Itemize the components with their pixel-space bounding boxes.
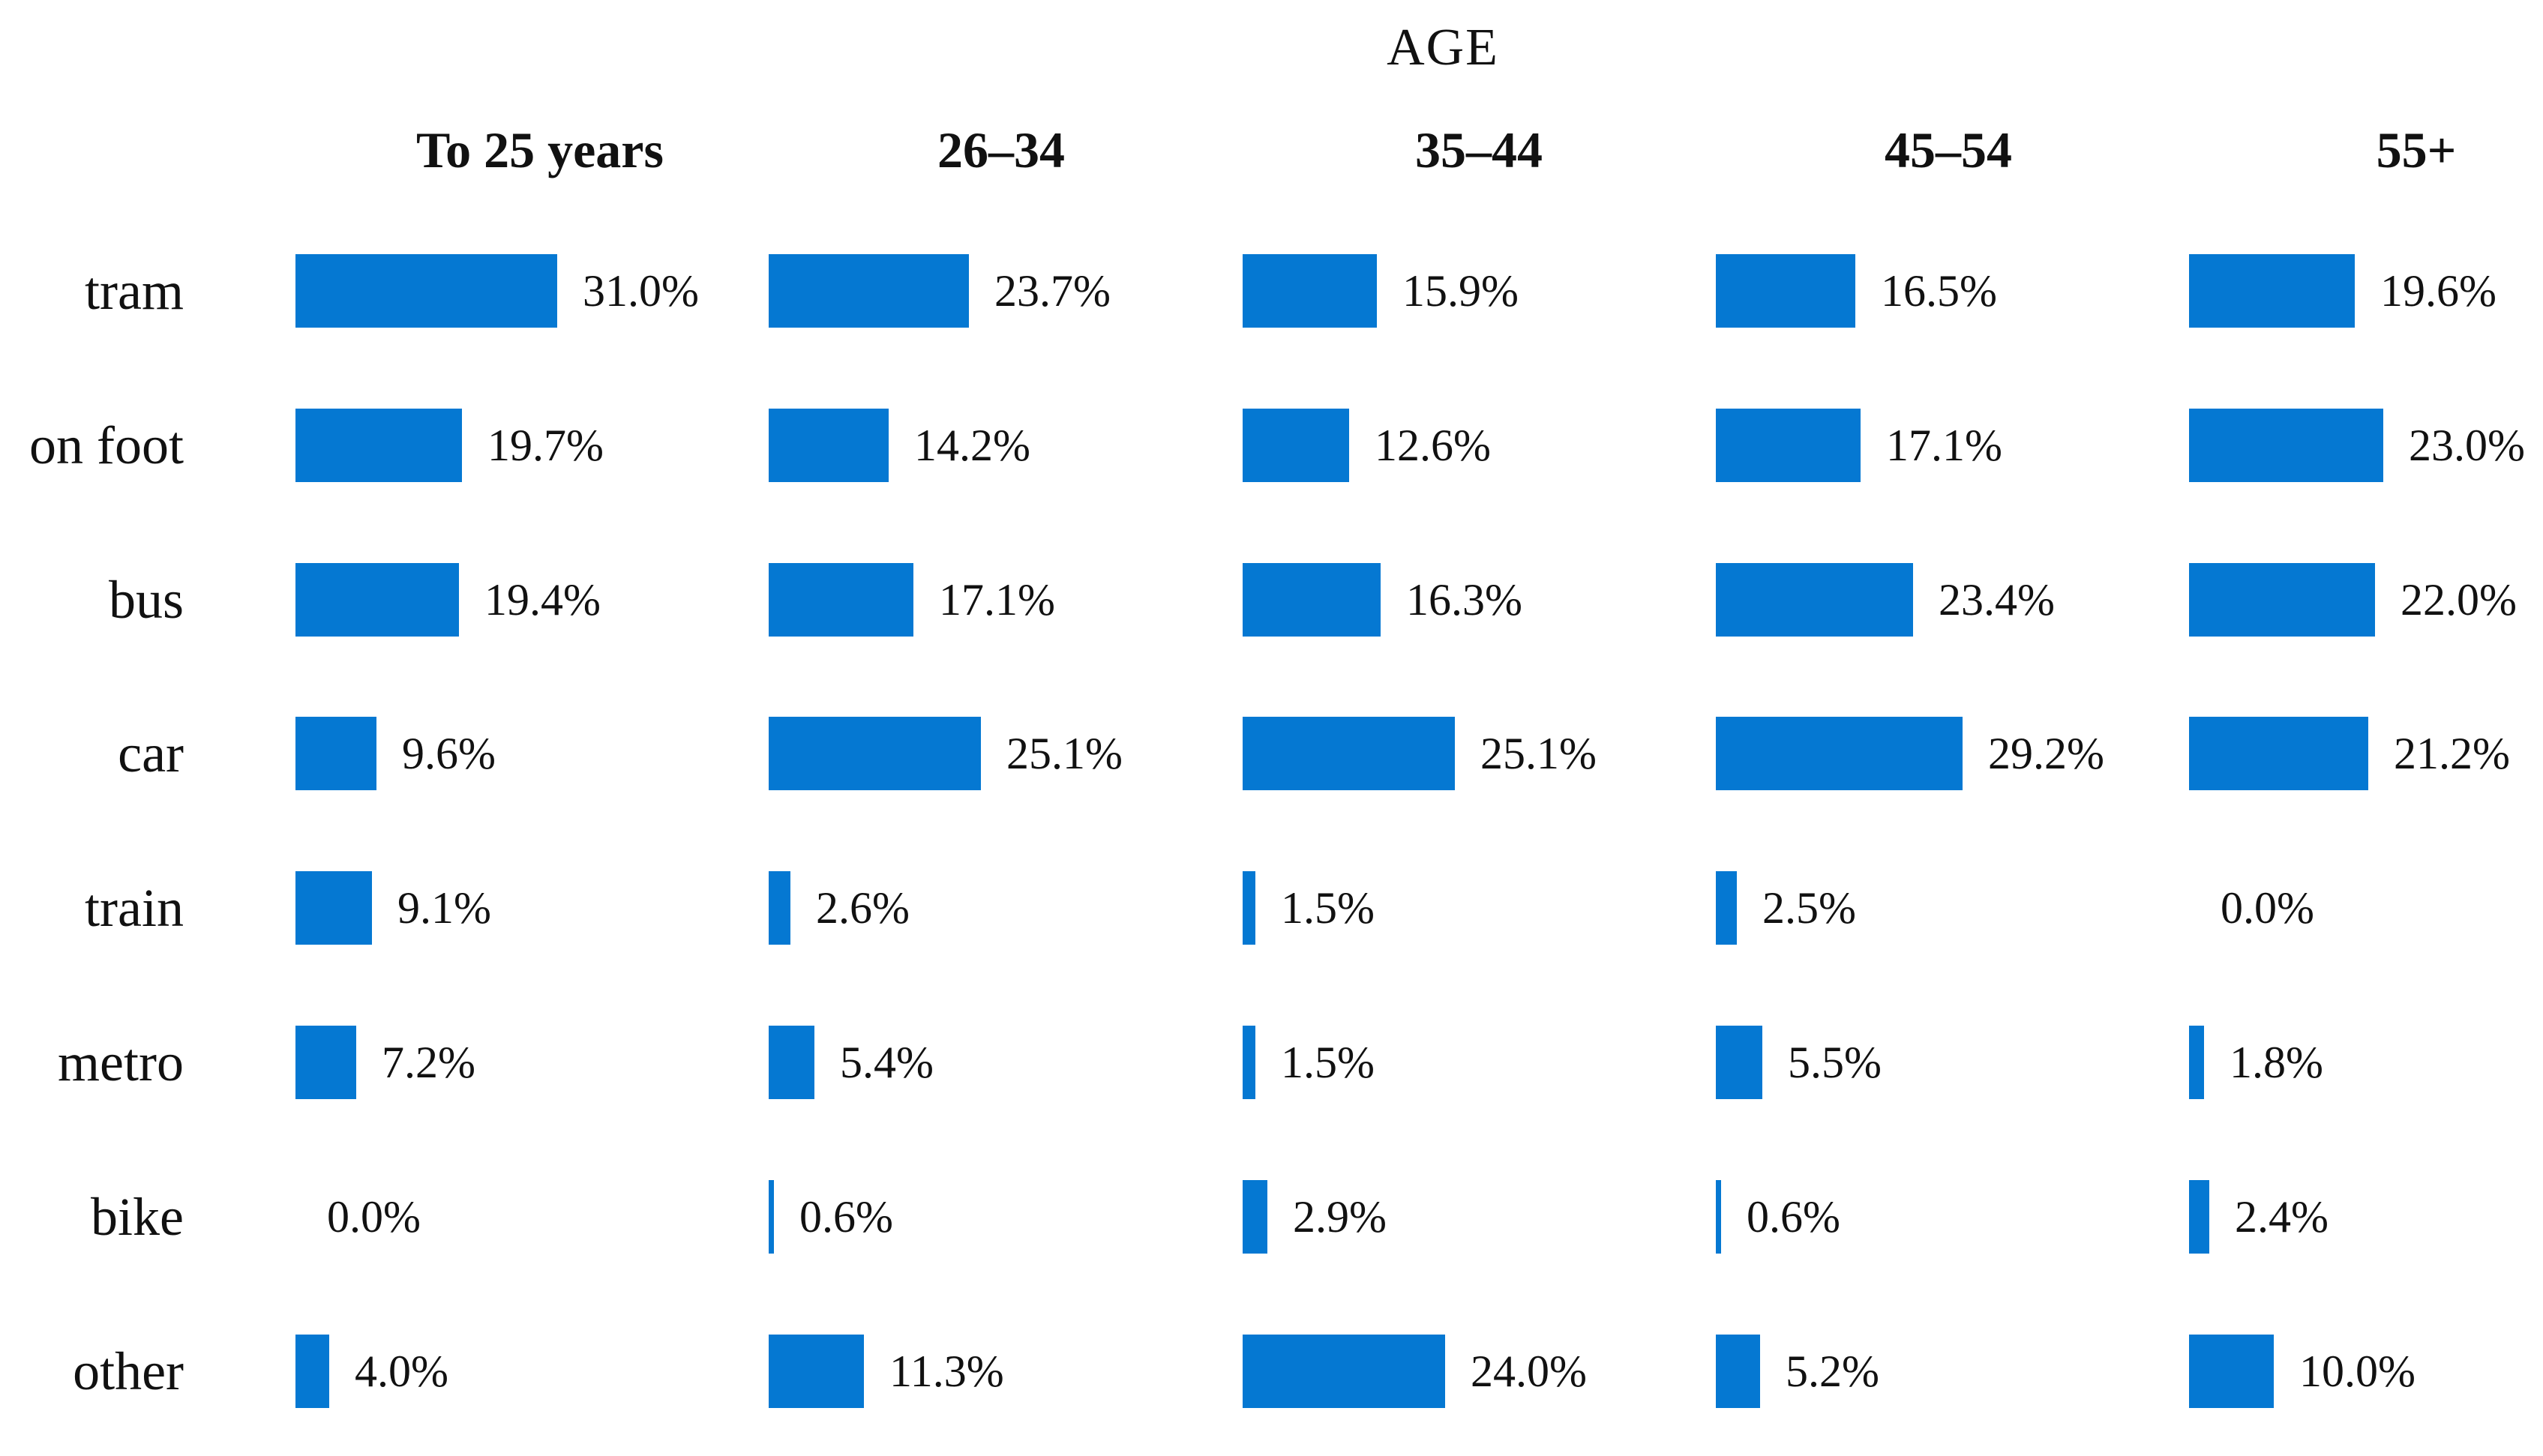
bar-value-label-on-foot-col2: 14.2% (914, 421, 1030, 470)
bar-train-col2 (769, 871, 790, 945)
bar-car-col3 (1243, 717, 1455, 790)
bar-value-label-tram-col2: 23.7% (994, 266, 1111, 316)
bar-value-label-bus-col4: 23.4% (1939, 575, 2055, 625)
bar-on-foot-col5 (2189, 409, 2383, 482)
bar-value-label-tram-col5: 19.6% (2380, 266, 2497, 316)
bar-bike-col2 (769, 1180, 774, 1254)
row-label-metro: metro (58, 1032, 184, 1092)
chart-title: AGE (1387, 19, 1499, 76)
bar-value-label-train-col1: 9.1% (397, 883, 491, 933)
bar-value-label-car-col3: 25.1% (1480, 729, 1597, 778)
bar-value-label-other-col2: 11.3% (889, 1347, 1004, 1396)
bar-metro-col1 (295, 1026, 356, 1099)
bar-bus-col2 (769, 563, 913, 637)
bar-value-label-metro-col3: 1.5% (1281, 1038, 1375, 1087)
bar-value-label-bike-col5: 2.4% (2235, 1192, 2329, 1242)
row-label-tram: tram (85, 261, 184, 321)
bar-bus-col5 (2189, 563, 2375, 637)
bar-metro-col3 (1243, 1026, 1255, 1099)
bar-other-col5 (2189, 1335, 2274, 1408)
bar-value-label-car-col2: 25.1% (1006, 729, 1123, 778)
bar-value-label-bike-col2: 0.6% (799, 1192, 893, 1242)
bar-value-label-train-col2: 2.6% (816, 883, 910, 933)
column-header-1: To 25 years (416, 121, 664, 178)
bar-other-col2 (769, 1335, 864, 1408)
bar-value-label-bike-col3: 2.9% (1293, 1192, 1387, 1242)
bar-value-label-bike-col1: 0.0% (327, 1192, 421, 1242)
bar-value-label-tram-col3: 15.9% (1402, 266, 1519, 316)
bar-value-label-metro-col4: 5.5% (1788, 1038, 1882, 1087)
column-header-3: 35–44 (1415, 121, 1543, 178)
bar-value-label-on-foot-col5: 23.0% (2409, 421, 2525, 470)
bar-value-label-metro-col5: 1.8% (2230, 1038, 2323, 1087)
bar-other-col1 (295, 1335, 329, 1408)
bar-value-label-train-col4: 2.5% (1762, 883, 1856, 933)
bar-other-col3 (1243, 1335, 1445, 1408)
bar-bus-col4 (1716, 563, 1913, 637)
bar-value-label-other-col1: 4.0% (355, 1347, 448, 1396)
bar-tram-col4 (1716, 254, 1855, 328)
bar-tram-col2 (769, 254, 969, 328)
bar-value-label-bus-col1: 19.4% (484, 575, 601, 625)
bar-tram-col3 (1243, 254, 1377, 328)
bar-value-label-on-foot-col4: 17.1% (1886, 421, 2002, 470)
bar-metro-col2 (769, 1026, 814, 1099)
bar-car-col1 (295, 717, 376, 790)
bar-value-label-bike-col4: 0.6% (1747, 1192, 1840, 1242)
bar-value-label-other-col4: 5.2% (1786, 1347, 1879, 1396)
bar-value-label-train-col3: 1.5% (1281, 883, 1375, 933)
row-label-bus: bus (108, 570, 184, 630)
bar-value-label-on-foot-col1: 19.7% (487, 421, 604, 470)
bar-on-foot-col1 (295, 409, 462, 482)
bar-on-foot-col3 (1243, 409, 1349, 482)
bar-car-col2 (769, 717, 981, 790)
bar-value-label-tram-col4: 16.5% (1881, 266, 1997, 316)
bar-car-col4 (1716, 717, 1963, 790)
bar-metro-col4 (1716, 1026, 1762, 1099)
bar-car-col5 (2189, 717, 2368, 790)
bar-value-label-car-col1: 9.6% (402, 729, 496, 778)
column-header-5: 55+ (2376, 121, 2457, 178)
bar-metro-col5 (2189, 1026, 2204, 1099)
bar-bike-col4 (1716, 1180, 1721, 1254)
row-label-on-foot: on foot (29, 415, 184, 475)
bar-train-col1 (295, 871, 372, 945)
bar-on-foot-col4 (1716, 409, 1861, 482)
bar-value-label-car-col5: 21.2% (2394, 729, 2510, 778)
bar-other-col4 (1716, 1335, 1760, 1408)
bar-value-label-metro-col1: 7.2% (382, 1038, 475, 1087)
column-header-2: 26–34 (937, 121, 1065, 178)
bar-tram-col5 (2189, 254, 2355, 328)
bar-value-label-car-col4: 29.2% (1988, 729, 2104, 778)
bar-bus-col3 (1243, 563, 1381, 637)
bar-value-label-bus-col5: 22.0% (2401, 575, 2517, 625)
row-label-other: other (73, 1341, 184, 1401)
column-header-4: 45–54 (1885, 121, 2012, 178)
row-label-car: car (118, 724, 184, 783)
bar-value-label-other-col3: 24.0% (1471, 1347, 1587, 1396)
bar-value-label-other-col5: 10.0% (2299, 1347, 2416, 1396)
bar-bike-col5 (2189, 1180, 2209, 1254)
bar-value-label-on-foot-col3: 12.6% (1375, 421, 1491, 470)
row-label-train: train (85, 878, 184, 938)
bar-value-label-tram-col1: 31.0% (583, 266, 699, 316)
bar-on-foot-col2 (769, 409, 889, 482)
bar-value-label-bus-col3: 16.3% (1406, 575, 1522, 625)
row-label-bike: bike (91, 1187, 184, 1247)
bar-tram-col1 (295, 254, 557, 328)
bar-bike-col3 (1243, 1180, 1267, 1254)
bar-train-col3 (1243, 871, 1255, 945)
bar-train-col4 (1716, 871, 1737, 945)
bar-value-label-bus-col2: 17.1% (939, 575, 1055, 625)
bar-value-label-metro-col2: 5.4% (840, 1038, 934, 1087)
bar-bus-col1 (295, 563, 459, 637)
bar-value-label-train-col5: 0.0% (2221, 883, 2314, 933)
